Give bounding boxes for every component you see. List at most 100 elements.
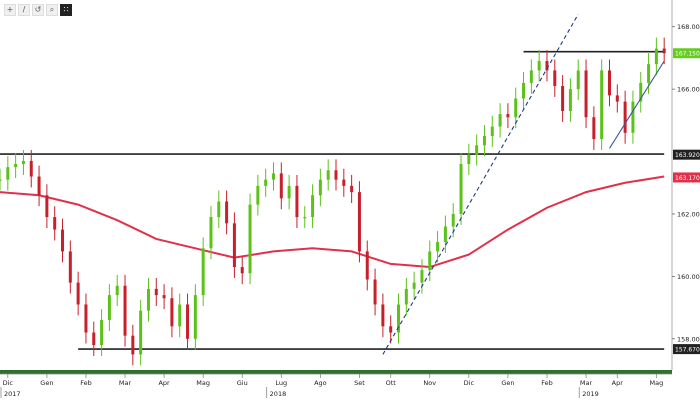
price-candle [576,70,580,90]
price-candle [631,101,635,133]
y-tick-label: 168.0000 [677,23,700,31]
price-candle [561,86,565,111]
price-candle [529,70,533,83]
price-tag-label: 157.6700 [675,346,700,353]
price-candle [37,176,41,196]
price-candle [6,167,10,180]
price-candle [53,217,57,230]
price-candle [186,304,190,339]
price-candle [357,192,361,252]
x-tick-label: Mag [196,379,210,387]
price-candle [248,204,252,274]
price-candle [162,295,166,299]
price-candle [146,288,150,311]
price-candle [240,267,244,274]
price-candle [256,185,260,205]
x-tick-label: Gen [40,379,53,387]
price-candle [107,295,111,321]
price-candle [537,61,541,71]
x-tick-label: Apr [612,379,624,387]
price-candle [623,101,627,133]
price-candle [318,179,322,196]
chart-toolbar: + / ↺ ⌕ ∷ [4,4,72,16]
price-candle [662,48,666,54]
price-candle [482,135,486,146]
price-candle [209,217,213,249]
x-year-label: 2017 [4,390,21,398]
x-axis-background [0,370,700,400]
price-candle [420,270,424,283]
plot-area [0,13,666,366]
reset-icon[interactable]: ↺ [32,4,44,16]
x-tick-label: Mag [650,379,664,387]
price-candle [61,229,65,252]
price-candle [365,251,369,280]
x-year-label: 2019 [582,390,599,398]
price-candle [115,285,119,296]
price-candle [295,185,299,218]
price-candle [475,145,479,155]
price-candle [592,117,596,140]
price-candle [350,185,354,193]
price-candle [139,310,143,355]
grid-icon[interactable]: ∷ [60,4,72,16]
pencil-icon[interactable]: / [18,4,30,16]
price-candle [397,304,401,333]
price-tag-box [673,172,700,183]
price-candle [76,282,80,305]
scroll-strip [0,370,672,374]
price-candle [154,288,158,296]
price-candle [193,295,197,339]
zoom-in-icon[interactable]: + [4,4,16,16]
x-tick-label: Mar [580,379,593,387]
price-candle [232,223,236,268]
price-candle [490,126,494,136]
y-tick-label: 162.0000 [677,210,700,218]
price-candle [381,304,385,327]
price-candle [29,160,33,177]
price-candle [84,304,88,333]
price-candle [498,114,502,127]
price-candle [178,304,182,327]
price-candle [428,251,432,271]
price-candle [68,251,72,283]
price-tag-label: 163.1707 [675,175,700,182]
price-tag-label: 163.9200 [675,152,700,159]
price-candle [0,179,2,181]
price-candle [584,70,588,118]
price-candle [264,179,268,186]
price-candle [545,61,549,71]
y-tick-label: 166.0000 [677,86,700,94]
y-axis-right: 168.0000 166.0000 162.0000 160.0000 158.0000… [671,0,700,374]
x-tick-label: Mar [119,379,132,387]
price-candle [607,70,611,96]
price-candle [467,154,471,165]
price-candle [45,195,49,218]
price-candle [436,242,440,252]
price-candle [600,70,604,140]
x-axis-bottom: Dic Gen Feb Mar Apr Mag Giu Lug Ago Set Ott Nov Dic G… [0,370,700,400]
x-tick-label: Lug [275,379,287,387]
price-tag-box [673,48,700,59]
price-candle [92,332,96,346]
x-tick-label: Gen [501,379,514,387]
price-candle [654,48,658,65]
price-candle [225,201,229,224]
price-candle [123,285,127,336]
price-candle [514,98,518,118]
magnify-icon[interactable]: ⌕ [46,4,58,16]
short-uptrend-line [609,60,665,149]
price-tag-box [673,149,700,160]
price-candle [287,185,291,199]
x-tick-label: Feb [80,379,92,387]
price-candle [639,82,643,102]
price-candle [170,298,174,327]
x-tick-label: Giu [237,379,248,387]
price-candle [334,170,338,180]
price-candle [100,320,104,346]
price-candle [217,201,221,218]
price-tag-label: 167.1500 [675,51,700,58]
x-tick-label: Nov [423,379,436,387]
price-candle [21,160,25,165]
